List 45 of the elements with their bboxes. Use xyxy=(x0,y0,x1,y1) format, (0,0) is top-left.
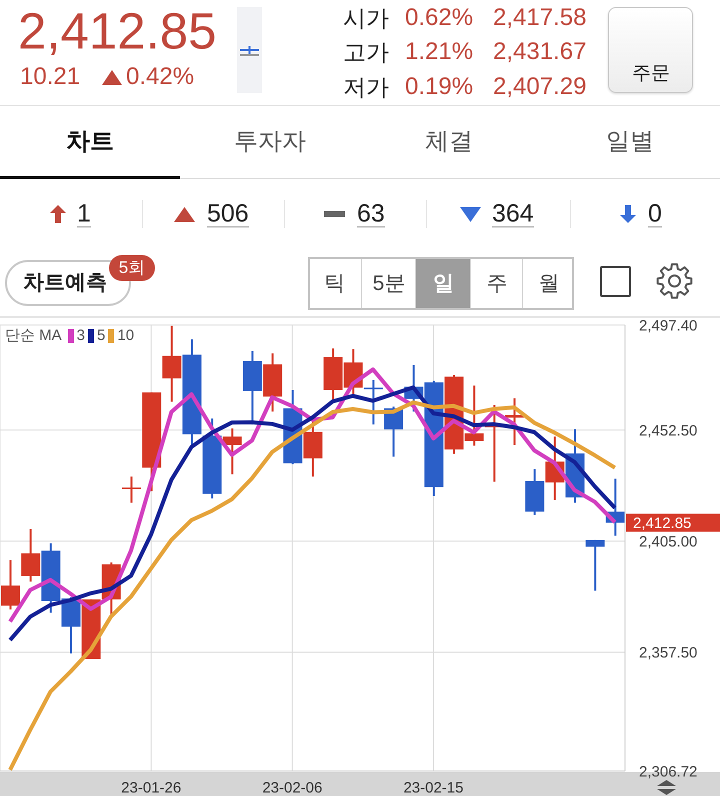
y-tick-label: 2,405.00 xyxy=(639,533,698,550)
text: 2,412.85 xyxy=(18,2,217,62)
text: 0.19% xyxy=(405,73,474,101)
candlestick xyxy=(21,528,40,583)
badge: 5회 xyxy=(109,255,155,281)
text: 2,412.85 xyxy=(633,515,692,532)
legend-label: 3 xyxy=(76,327,86,344)
y-tick-label: 2,306.72 xyxy=(639,763,698,780)
text: 투자자 xyxy=(234,128,306,156)
candlestick xyxy=(162,325,182,403)
x-tick-label: 23-02-06 xyxy=(262,780,322,796)
text: 차트 xyxy=(66,128,114,156)
text: 1 xyxy=(77,199,91,228)
text: 고가 xyxy=(343,38,389,66)
text: 일별 xyxy=(606,128,654,156)
candlestick xyxy=(122,476,141,504)
legend-label: 10 xyxy=(117,327,134,344)
text: 1.21% xyxy=(405,38,474,66)
y-tick-label: 2,357.50 xyxy=(639,644,698,662)
text: 시가 xyxy=(343,4,389,32)
text: 506 xyxy=(207,199,249,228)
x-tick-label: 23-01-26 xyxy=(121,780,182,796)
text: 0.62% xyxy=(405,4,474,32)
candlestick xyxy=(1,559,20,610)
text: 2,431.67 xyxy=(493,38,586,66)
line-series xyxy=(8,400,617,771)
text: 2,407.29 xyxy=(493,73,586,101)
text: 0.42% xyxy=(126,63,194,91)
y-tick-label: 2,452.50 xyxy=(639,422,698,440)
candlestick xyxy=(222,427,242,476)
text: 2,417.58 xyxy=(493,4,586,32)
text: 364 xyxy=(492,199,534,228)
text: 저가 xyxy=(343,74,389,100)
text: 체결 xyxy=(425,128,473,156)
text: 63 xyxy=(357,199,385,228)
order-button: 주문 xyxy=(608,7,693,93)
x-tick-label: 23-02-15 xyxy=(403,780,464,796)
legend-label: 5 xyxy=(97,327,106,344)
candlestick xyxy=(364,378,383,426)
text: 10.21 xyxy=(20,63,80,91)
y-tick-label: 2,497.40 xyxy=(639,317,698,334)
candlestick xyxy=(586,538,605,592)
segmented-control: 틱 5분 일 주 월 xyxy=(308,257,574,310)
text: 0 xyxy=(648,199,662,228)
legend-title: 단순 MA xyxy=(5,326,62,345)
